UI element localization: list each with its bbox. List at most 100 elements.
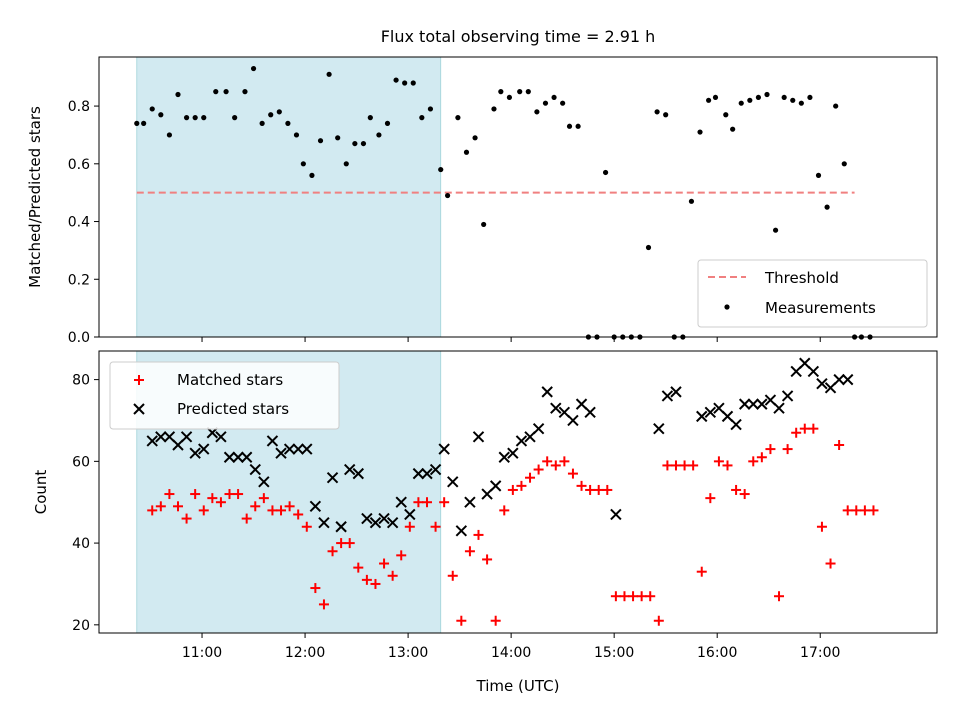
count-plot-frame: [98, 350, 938, 634]
ratio-legend-box: [697, 259, 928, 328]
measurement-point: [498, 89, 504, 95]
predicted-star-point: [721, 410, 734, 423]
measurement-point: [491, 106, 497, 112]
predicted-star-point: [447, 476, 459, 488]
matched-star-point: [507, 484, 518, 495]
matched-star-point: [859, 505, 870, 516]
predicted-star-point: [395, 496, 407, 508]
matched-star-point: [456, 615, 467, 626]
count-x-tick-label: 13:00: [388, 645, 428, 661]
measurement-point: [223, 89, 229, 95]
matched-star-point: [413, 497, 424, 508]
predicted-star-point: [283, 443, 296, 455]
measurement-point: [268, 112, 274, 118]
measurement-point: [575, 123, 581, 129]
measurement-point: [781, 94, 787, 101]
matched-star-point: [791, 427, 802, 438]
predicted-star-point: [386, 516, 399, 529]
matched-star-point: [525, 472, 536, 483]
measurement-point: [134, 120, 140, 126]
legend-threshold-label: Threshold: [764, 269, 839, 287]
predicted-star-point: [180, 431, 193, 443]
predicted-star-point: [696, 410, 708, 423]
matched-star-point: [490, 615, 501, 626]
matched-star-point: [696, 566, 707, 577]
measurement-point: [393, 77, 399, 83]
predicted-star-point: [507, 447, 519, 459]
measurement-point: [352, 140, 358, 147]
measurement-point: [645, 244, 652, 251]
measurement-point: [149, 106, 155, 112]
measurement-point: [688, 198, 695, 204]
predicted-star-point: [326, 471, 339, 484]
matched-star-point: [284, 501, 295, 512]
measurement-point: [242, 89, 248, 95]
matched-star-point: [774, 591, 785, 602]
measurement-point: [747, 97, 753, 103]
predicted-star-point: [292, 443, 304, 455]
predicted-star-point: [781, 390, 794, 402]
predicted-star-point: [764, 394, 777, 406]
predicted-star-point: [438, 443, 450, 455]
measurement-point: [300, 161, 306, 167]
matched-star-point: [688, 460, 699, 471]
predicted-star-point: [481, 488, 493, 500]
measurement-point: [841, 161, 847, 167]
count-y-tick-label: 20: [72, 618, 90, 634]
predicted-star-point: [421, 467, 433, 480]
predicted-star-point: [429, 463, 442, 476]
matched-star-point: [499, 505, 510, 516]
matched-star-point: [602, 484, 613, 495]
matched-star-point: [731, 484, 742, 495]
measurement-point: [534, 109, 540, 115]
predicted-star-point: [369, 516, 382, 529]
legend-measurement-label: Measurements: [765, 299, 876, 317]
predicted-star-point: [146, 435, 158, 447]
matched-star-point: [387, 570, 398, 581]
measurement-point: [790, 97, 796, 103]
predicted-star-point: [344, 463, 356, 476]
measurement-point: [560, 100, 566, 106]
legend-matched-swatch: [134, 375, 144, 385]
ratio-plot-frame: [98, 56, 938, 338]
matched-star-point: [550, 460, 561, 471]
predicted-star-point: [524, 431, 536, 443]
matched-star-point: [396, 550, 407, 561]
predicted-star-point: [833, 373, 845, 386]
measurement-point: [427, 106, 434, 112]
predicted-star-point: [575, 398, 588, 410]
measurement-point: [259, 120, 265, 126]
matched-star-point: [533, 464, 544, 475]
measurement-point: [213, 89, 219, 95]
matched-star-point: [756, 452, 767, 463]
matched-star-point: [542, 456, 553, 467]
measurement-point: [772, 227, 779, 233]
matched-star-point: [765, 444, 776, 455]
ratio-y-tick-label: 0.2: [68, 272, 90, 288]
matched-star-point: [439, 497, 450, 508]
measurement-point: [697, 129, 703, 135]
predicted-star-point: [223, 451, 236, 463]
predicted-star-point: [215, 431, 227, 443]
matched-star-point: [808, 423, 819, 434]
measurement-point: [798, 100, 804, 106]
matched-star-point: [293, 509, 304, 520]
measurement-point: [158, 112, 164, 118]
measurement-point: [250, 65, 257, 72]
predicted-star-point: [472, 431, 485, 443]
ratio-y-tick-label: 0.6: [68, 157, 90, 173]
measurement-point: [506, 94, 513, 101]
count-x-tick-label: 15:00: [594, 645, 634, 661]
matched-star-point: [164, 489, 175, 500]
measurement-point: [175, 91, 181, 98]
matched-star-point: [576, 480, 587, 491]
predicted-star-point: [249, 463, 261, 476]
matched-star-point: [301, 521, 312, 532]
matched-star-point: [421, 497, 432, 508]
matched-star-point: [318, 599, 329, 610]
measurement-point: [566, 123, 573, 129]
measurement-point: [663, 112, 669, 118]
predicted-star-point: [172, 439, 184, 451]
measurement-point: [481, 221, 487, 228]
predicted-star-point: [240, 451, 253, 463]
